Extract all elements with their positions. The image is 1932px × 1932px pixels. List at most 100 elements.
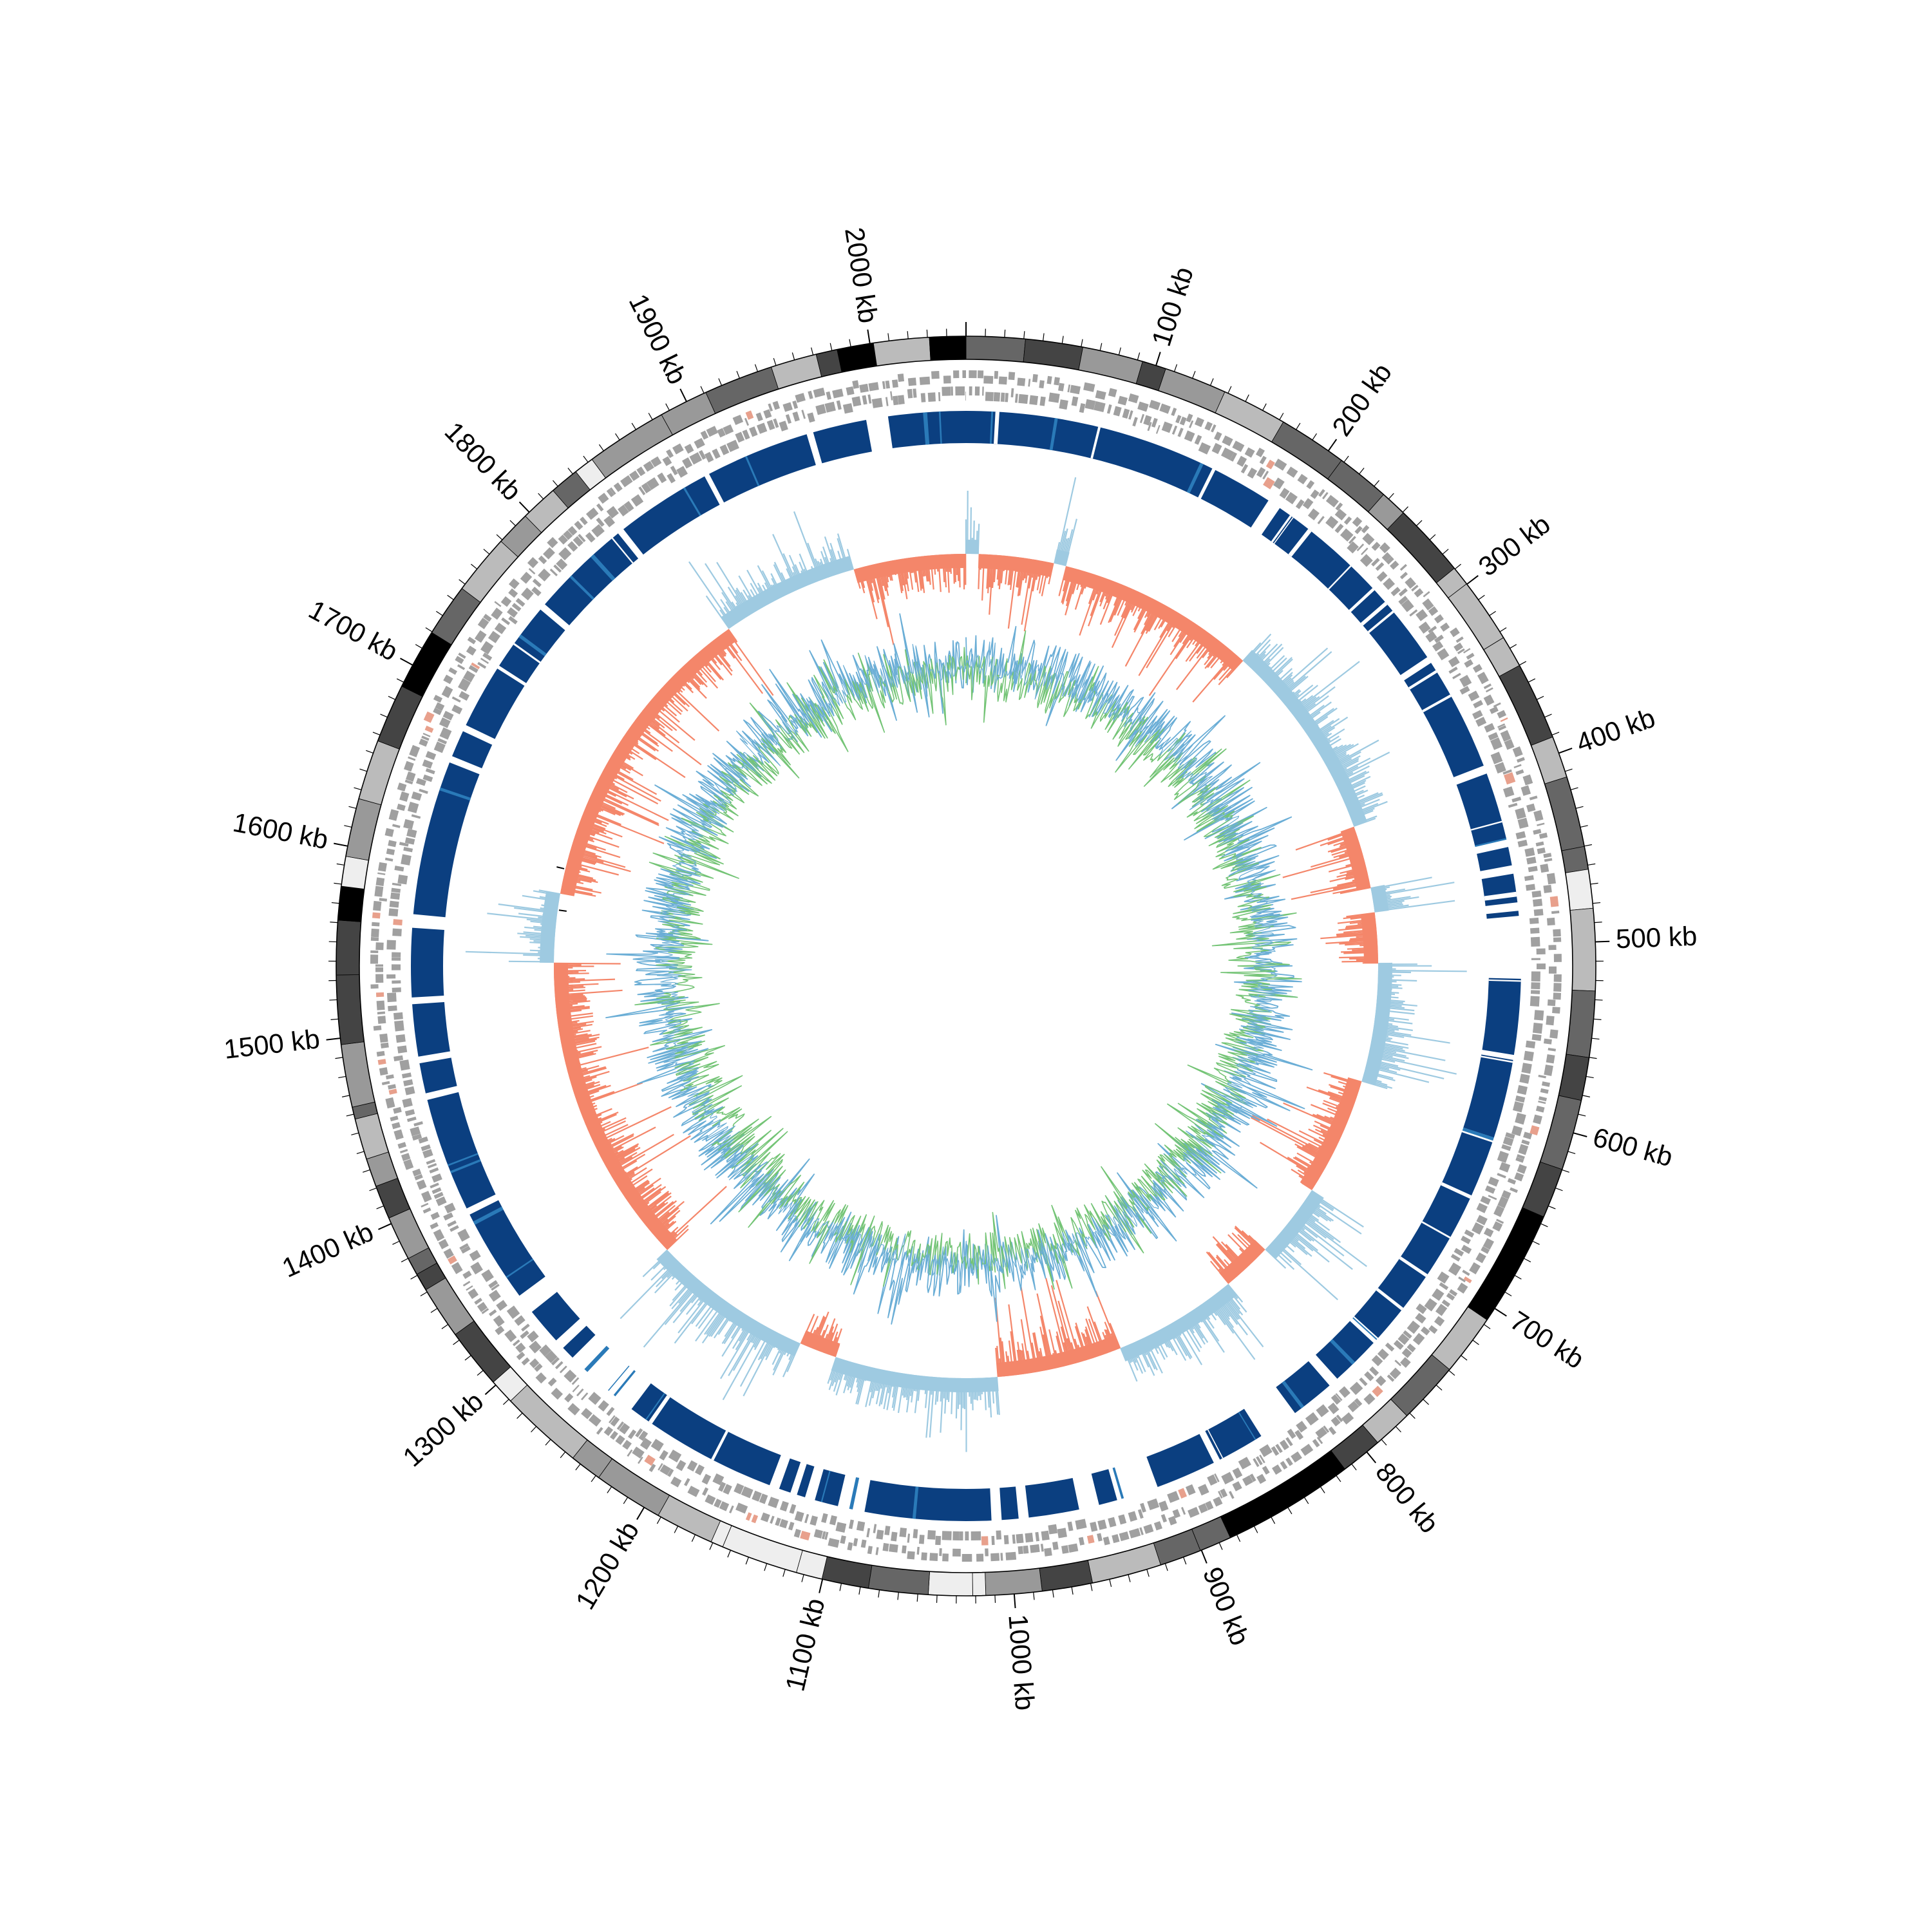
gene-1-807 — [437, 738, 448, 744]
gene-0-54 — [1379, 542, 1390, 554]
gene-0-387 — [474, 630, 487, 643]
gene-0-275 — [622, 1439, 632, 1450]
gene-0-325 — [385, 1097, 395, 1109]
gene-0-113 — [1553, 954, 1562, 962]
gene-0-43 — [1318, 489, 1325, 497]
minor-tick-1450 — [351, 1132, 359, 1135]
minor-tick-890 — [1218, 1542, 1223, 1550]
gene-0-453 — [962, 370, 966, 379]
gene-1-607 — [1403, 1330, 1412, 1339]
gene-0-284 — [551, 1387, 564, 1400]
gene-0-16 — [1095, 390, 1106, 400]
minor-tick-1390 — [392, 1240, 400, 1245]
gene-1-747 — [435, 1196, 447, 1206]
gene-0-104 — [1540, 864, 1549, 873]
gene-1-629 — [1271, 1446, 1280, 1456]
homology-block-37 — [813, 420, 872, 464]
minor-tick-720 — [1472, 1340, 1479, 1345]
gene-0-247 — [821, 1531, 826, 1540]
tick-label-100: 100 kb — [1146, 263, 1199, 350]
minor-tick-1740 — [447, 594, 454, 600]
ideogram-band-61 — [337, 886, 365, 922]
minor-tick-1680 — [388, 696, 396, 700]
gene-1-482 — [1161, 421, 1173, 433]
gene-1-521 — [1416, 609, 1428, 621]
homology-mark-10 — [1408, 670, 1437, 690]
homology-mark-55 — [849, 1477, 860, 1510]
ideogram-band-64 — [358, 740, 400, 806]
minor-tick-130 — [1209, 378, 1214, 386]
gene-1-805 — [425, 751, 437, 761]
minor-tick-1130 — [764, 1563, 768, 1571]
gene-0-412 — [620, 475, 633, 488]
gene-1-480 — [1151, 417, 1158, 428]
gene-0-84 — [1497, 723, 1506, 728]
minor-tick-440 — [1580, 825, 1588, 828]
minor-tick-1990 — [849, 339, 851, 347]
gene-1-618 — [1335, 1393, 1343, 1401]
gene-0-76 — [1477, 672, 1489, 685]
gene-1-774 — [386, 992, 397, 1003]
gene-0-311 — [422, 1207, 431, 1214]
minor-tick-240 — [1388, 493, 1394, 500]
gene-0-156 — [1457, 1282, 1468, 1294]
gene-0-421 — [694, 438, 705, 449]
gene-0-173 — [1363, 1393, 1376, 1405]
gene-0-265 — [684, 1478, 690, 1486]
gene-0-242 — [853, 1538, 858, 1547]
gene-0-409 — [606, 488, 614, 498]
minor-tick-1730 — [436, 611, 443, 616]
homology-block-11 — [1316, 1321, 1374, 1379]
gene-1-830 — [531, 586, 542, 596]
minor-tick-610 — [1567, 1151, 1576, 1155]
gene-1-470 — [1084, 399, 1096, 410]
minor-tick-1910 — [700, 386, 705, 393]
gene-0-116 — [1553, 983, 1562, 992]
minor-tick-730 — [1461, 1355, 1468, 1361]
homology-mark-52 — [938, 411, 942, 444]
gene-1-736 — [488, 1280, 498, 1289]
gene-1-796 — [403, 819, 414, 829]
minor-tick-1160 — [709, 1542, 714, 1550]
homology-block-13 — [1205, 1408, 1262, 1460]
gene-0-228 — [961, 1553, 972, 1562]
gene-1-713 — [609, 1415, 616, 1424]
gene-1-498 — [1279, 488, 1290, 499]
gene-0-15 — [1083, 382, 1095, 392]
gene-1-891 — [951, 386, 953, 396]
gene-0-222 — [1018, 1546, 1024, 1555]
gene-1-659 — [1016, 1533, 1024, 1544]
gene-0-449 — [919, 376, 931, 385]
gene-1-590 — [1480, 1195, 1492, 1205]
gene-1-763 — [402, 1097, 413, 1108]
homology-block-32 — [466, 668, 525, 739]
gene-0-266 — [670, 1476, 682, 1488]
gene-0-324 — [393, 1106, 402, 1114]
gene-0-364 — [399, 791, 410, 802]
gene-0-203 — [1168, 1515, 1177, 1526]
gene-1-614 — [1364, 1371, 1374, 1381]
ideogram-band-45 — [598, 1458, 670, 1516]
gene-0-93 — [1520, 785, 1531, 796]
homology-mark-51 — [923, 412, 930, 445]
gene-0-100 — [1535, 841, 1544, 847]
gene-0-245 — [828, 1538, 840, 1548]
gene-1-759 — [410, 1126, 421, 1137]
gene-1-551 — [1524, 848, 1535, 857]
gene-1-815 — [463, 670, 475, 683]
gene-1-817 — [471, 662, 480, 670]
homology-mark-16 — [645, 1392, 665, 1420]
gene-0-405 — [580, 516, 588, 526]
gc-skew-core-8 — [1361, 962, 1392, 1086]
gene-0-202 — [1172, 1509, 1181, 1519]
gene-0-69 — [1455, 636, 1464, 643]
minor-tick-640 — [1548, 1205, 1556, 1209]
gene-1-579 — [1515, 1112, 1526, 1125]
gene-1-725 — [544, 1350, 558, 1363]
gene-1-643 — [1159, 1501, 1169, 1512]
gene-0-146 — [1496, 1218, 1504, 1224]
homology-block-7 — [1486, 911, 1519, 919]
gene-1-477 — [1139, 413, 1145, 424]
gene-0-226 — [985, 1548, 989, 1557]
gene-1-569 — [1534, 1010, 1544, 1021]
